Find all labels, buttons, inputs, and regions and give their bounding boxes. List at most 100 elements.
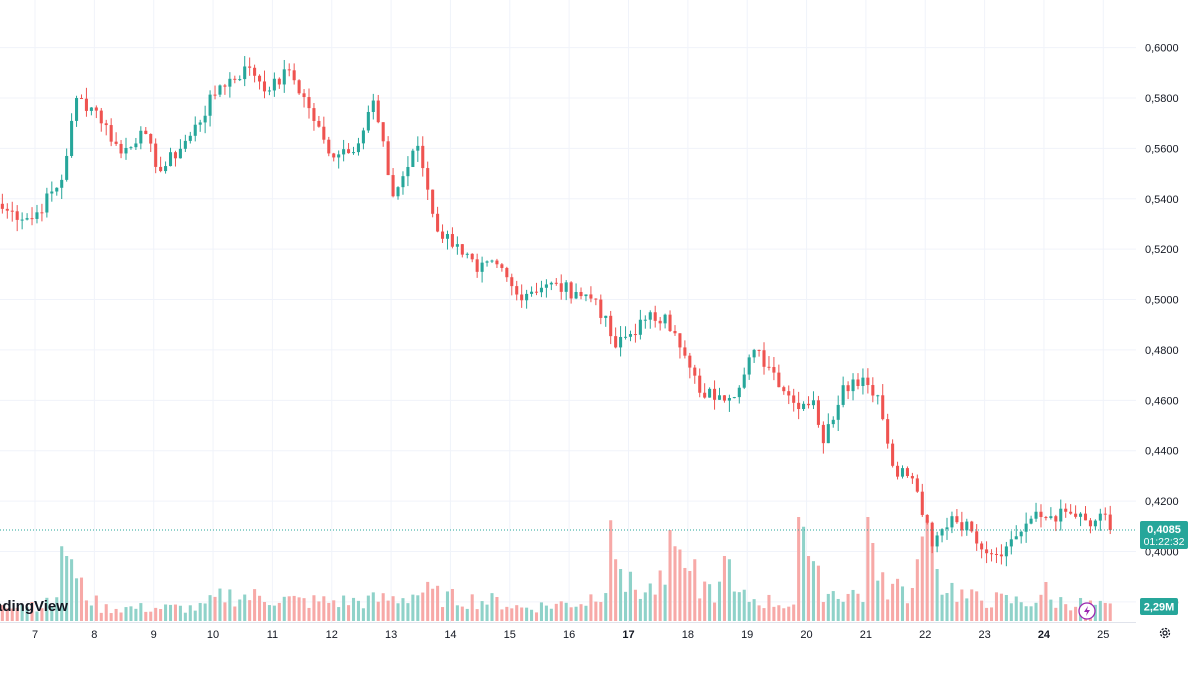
candle-body <box>678 333 682 348</box>
candle-body <box>935 535 939 547</box>
volume-bar <box>569 607 573 621</box>
volume-bar <box>940 594 944 621</box>
x-tick-label: 22 <box>919 629 931 641</box>
candle-body <box>178 148 182 159</box>
volume-bar <box>811 561 816 621</box>
volume-bar <box>856 593 860 621</box>
volume-bar <box>149 611 153 621</box>
candle-body <box>623 336 628 338</box>
volume-bar <box>871 543 875 621</box>
candle-body <box>683 347 687 356</box>
candle-body <box>253 67 257 76</box>
volume-bar <box>381 593 385 621</box>
candle-body <box>164 166 168 172</box>
candle-body <box>999 554 1003 557</box>
candle-body <box>500 264 504 268</box>
last-price-badge: 0,4085 01:22:32 <box>1140 521 1188 550</box>
volume-bar <box>154 607 158 621</box>
volume-bar <box>30 602 34 621</box>
candle-body <box>470 253 474 260</box>
candle-body <box>485 261 489 263</box>
volume-bar <box>678 549 682 621</box>
candle-body <box>20 219 24 221</box>
volume-bar <box>999 593 1003 621</box>
volume-bar <box>282 596 286 621</box>
candle-body <box>258 75 262 82</box>
volume-bar <box>75 578 79 621</box>
candle-body <box>168 152 173 167</box>
candle-body <box>144 130 148 134</box>
volume-badge: 2,29M <box>1140 598 1178 615</box>
volume-bar <box>267 605 271 621</box>
volume-bar <box>559 601 563 621</box>
candlestick-series <box>0 56 1112 567</box>
candle-body <box>119 143 123 154</box>
candle-body <box>1083 513 1088 521</box>
volume-bar <box>520 607 524 621</box>
volume-bar <box>164 604 168 621</box>
candle-body <box>994 553 999 555</box>
candle-body <box>525 293 529 301</box>
time-axis[interactable]: 7 8 9 10 11 12 13 14 15 16 17 18 19 20 21 22 23 24 25 <box>32 629 1109 641</box>
candle-body <box>317 120 321 127</box>
volume-bar <box>198 602 202 621</box>
candle-body <box>515 286 519 295</box>
volume-bar <box>406 603 410 621</box>
candle-body <box>332 153 336 158</box>
volume-bar <box>1039 594 1043 621</box>
volume-bar <box>985 607 989 621</box>
volume-bar <box>376 601 380 621</box>
candle-body <box>455 244 459 247</box>
volume-bar <box>525 607 529 621</box>
volume-bar <box>193 610 197 621</box>
volume-bar <box>183 612 187 621</box>
volume-bar <box>1069 610 1073 621</box>
candle-body <box>84 98 88 111</box>
candle-body <box>1098 513 1102 521</box>
candle-body <box>159 166 163 172</box>
candle-body <box>149 133 153 144</box>
candle-body <box>975 531 979 544</box>
volume-bar <box>648 583 652 621</box>
candle-body <box>757 349 761 351</box>
volume-bar <box>178 605 182 621</box>
candle-body <box>772 367 776 373</box>
volume-bar <box>327 602 331 621</box>
lightning-icon[interactable] <box>1078 602 1096 620</box>
candle-body <box>980 543 984 550</box>
candle-body <box>450 234 454 247</box>
candle-body <box>55 187 59 192</box>
volume-bar <box>431 588 435 621</box>
volume-bar <box>841 601 845 621</box>
gear-icon[interactable] <box>1159 627 1171 639</box>
volume-bar <box>366 595 370 621</box>
candle-body <box>752 349 756 358</box>
volume-bar <box>79 577 84 621</box>
volume-bar <box>248 600 252 621</box>
x-tick-label: 12 <box>326 629 338 641</box>
volume-bar <box>1064 604 1068 621</box>
volume-bar <box>450 588 454 621</box>
volume-bar <box>846 593 850 621</box>
volume-bar <box>950 582 954 621</box>
volume-bar <box>693 559 697 621</box>
volume-bar <box>1014 596 1018 621</box>
candle-body <box>1103 513 1107 515</box>
candle-body <box>445 234 450 239</box>
candle-body <box>460 244 464 255</box>
candle-body <box>544 284 548 288</box>
volume-bar <box>866 517 870 621</box>
volume-bar <box>891 583 895 621</box>
candle-body <box>1039 511 1043 518</box>
volume-bar <box>965 598 969 621</box>
volume-bar <box>356 600 360 621</box>
candle-body <box>1044 517 1048 519</box>
volume-bar <box>307 607 311 621</box>
volume-value: 2,29M <box>1144 602 1175 614</box>
candle-body <box>277 78 281 85</box>
volume-bar <box>534 612 539 621</box>
price-axis[interactable]: 0,6000 0,5800 0,5600 0,5400 0,5200 0,5000 0,48… <box>1145 43 1179 609</box>
volume-bar <box>337 607 341 621</box>
volume-bar <box>747 601 751 621</box>
